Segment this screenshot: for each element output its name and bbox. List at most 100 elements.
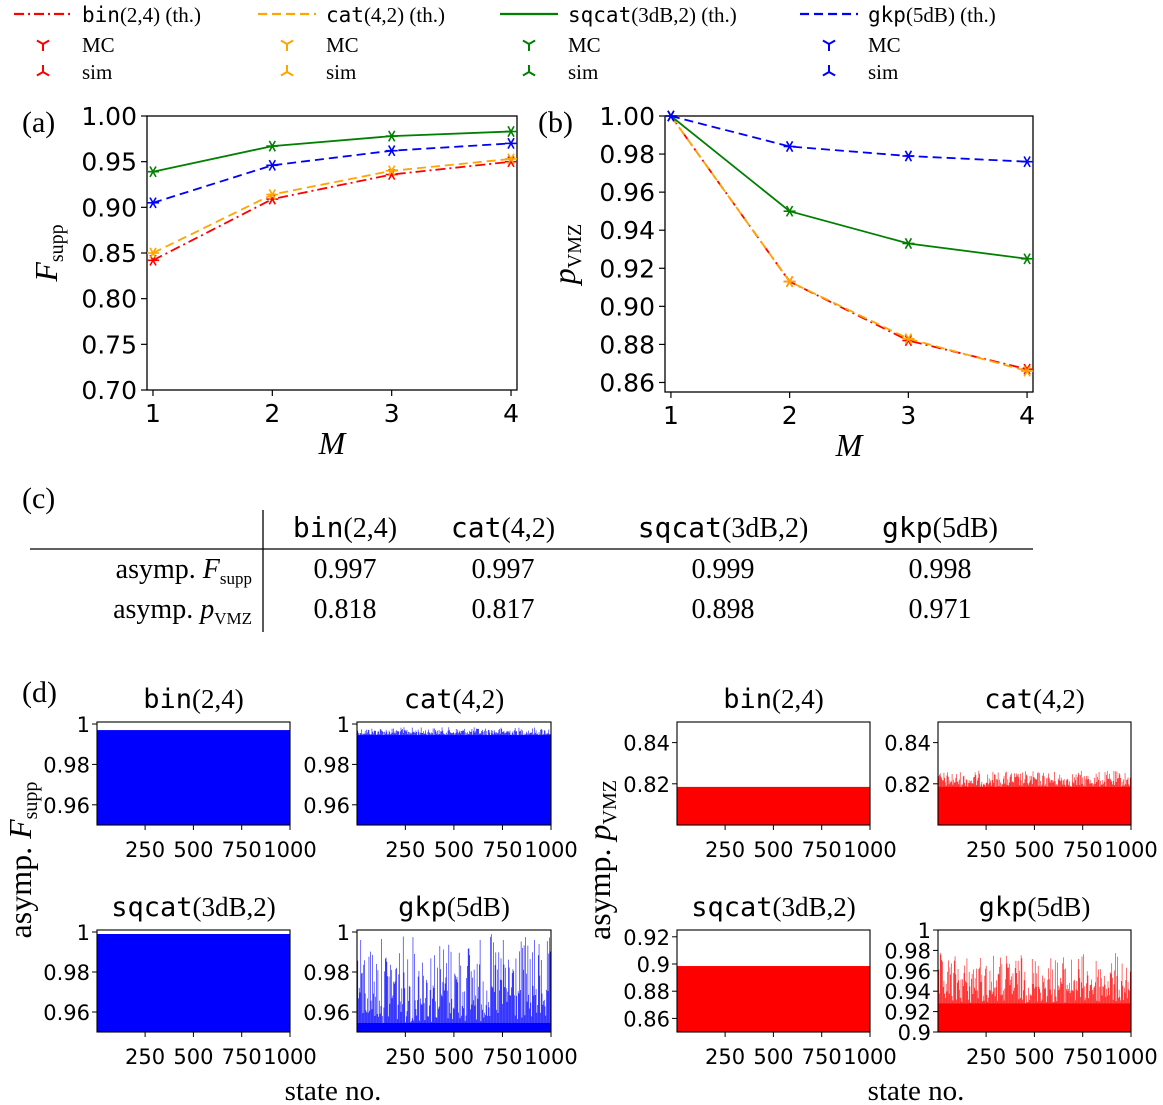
panel-a-label: (a) bbox=[22, 106, 55, 139]
y-tick-label: 0.86 bbox=[599, 368, 655, 397]
series-line-0 bbox=[152, 160, 512, 262]
subplot-title-code: cat bbox=[984, 684, 1033, 715]
data-point-0-0 bbox=[147, 254, 159, 266]
y-tick-label: 0.90 bbox=[81, 193, 137, 222]
x-tick-label: 500 bbox=[173, 1045, 213, 1069]
legend-sim-marker-gkp bbox=[822, 65, 836, 77]
data-point-1-3-arm bbox=[507, 153, 515, 165]
y-tick-label: 0.96 bbox=[599, 178, 655, 207]
y-tick-label: 0.98 bbox=[303, 961, 350, 985]
subplot-title: gkp(5dB) bbox=[979, 892, 1091, 923]
y-axis-label-left-group: asymp. Fsupp bbox=[2, 782, 42, 939]
legend-entry-gkp-rest: (5dB) (th.) bbox=[906, 3, 996, 27]
data-point-1-2-arm bbox=[904, 333, 913, 345]
x-tick-label: 250 bbox=[125, 1045, 165, 1069]
subplot-title: cat(4,2) bbox=[984, 684, 1085, 715]
table-cell: 0.997 bbox=[314, 554, 377, 585]
y-axis-label-left-prefix: asymp. bbox=[2, 839, 38, 939]
subplot-sqcat-fidelity: 0.96 0.98 1 250 500 750 1000 sqcat(3dB,2) bbox=[43, 892, 316, 1069]
legend-sim-marker-cat-arm bbox=[280, 71, 288, 77]
x-tick-label: 750 bbox=[482, 1045, 522, 1069]
table-row-label-1: asymp. pVMZ bbox=[113, 594, 252, 628]
x-tick-label: 3 bbox=[900, 401, 916, 430]
y-axis-label-right-prefix: asymp. bbox=[581, 840, 617, 940]
x-tick-label: 2 bbox=[782, 401, 798, 430]
y-tick-label: 0.98 bbox=[43, 753, 90, 777]
x-tick-label: 1000 bbox=[263, 838, 316, 862]
table-row-label-0-symbol: F bbox=[202, 554, 221, 585]
y-axis-label: pVMZ bbox=[546, 224, 586, 286]
y-tick-label: 1.00 bbox=[599, 102, 655, 131]
subplot-sqcat-pvmz: 0.86 0.88 0.9 0.92 250 500 750 1000 sqcat(3dB,2) bbox=[623, 892, 896, 1069]
legend-sim-marker-sqcat bbox=[522, 65, 536, 77]
y-tick-label: 0.88 bbox=[599, 330, 655, 359]
table-row-label-0-prefix: asymp. bbox=[116, 554, 203, 585]
data-point-3-2-arm bbox=[388, 145, 396, 157]
legend-entry-sqcat-rest: (3dB,2) (th.) bbox=[631, 3, 737, 27]
subplot-title: sqcat(3dB,2) bbox=[691, 892, 856, 923]
subplot-title: bin(2,4) bbox=[723, 684, 824, 715]
legend-sim-marker-gkp-arm bbox=[828, 71, 836, 77]
data-point-2-1-arm bbox=[785, 205, 794, 217]
data-point-1-1 bbox=[266, 188, 279, 201]
x-tick-label: 750 bbox=[1063, 838, 1103, 862]
y-tick-label: 0.88 bbox=[623, 980, 670, 1004]
data-point-3-3-arm bbox=[1023, 156, 1031, 168]
legend-mc-marker-cat-arm bbox=[286, 39, 294, 45]
table-cell: 0.999 bbox=[692, 554, 755, 585]
legend-mc-marker-sqcat-arm bbox=[522, 39, 530, 45]
y-tick-label: 1.00 bbox=[81, 102, 137, 131]
legend-sim-label-cat: sim bbox=[326, 60, 356, 84]
y-tick-label: 0.96 bbox=[303, 794, 350, 818]
table-row-label-1-symbol: p bbox=[198, 594, 214, 625]
y-tick-label: 0.90 bbox=[599, 292, 655, 321]
x-tick-label: 2 bbox=[264, 399, 280, 428]
bar-fill bbox=[97, 730, 290, 825]
subplot-cat-pvmz: 0.82 0.84 250 500 750 1000 cat(4,2) bbox=[884, 684, 1157, 862]
table-header-bin-rest: (2,4) bbox=[343, 513, 397, 544]
y-tick-label: 0.96 bbox=[303, 1001, 350, 1025]
table-header-sqcat-code: sqcat bbox=[638, 511, 722, 544]
data-point-2-3-arm bbox=[507, 125, 515, 138]
series-line-3 bbox=[152, 142, 512, 204]
data-point-2-2-arm bbox=[388, 130, 396, 142]
x-tick-label: 1000 bbox=[1104, 1045, 1157, 1069]
legend-sim-marker-bin bbox=[36, 65, 50, 77]
subplot-title-rest: (3dB,2) bbox=[193, 892, 276, 922]
legend-mc-marker-bin bbox=[36, 39, 50, 51]
data-point-1-0 bbox=[147, 247, 159, 259]
subplot-title-code: cat bbox=[404, 684, 453, 715]
x-tick-label: 1 bbox=[663, 401, 679, 430]
data-point-3-2-arm bbox=[904, 150, 913, 162]
y-tick-label: 0.86 bbox=[623, 1007, 670, 1031]
legend-sim-marker-cat bbox=[280, 65, 294, 77]
y-tick-label: 1 bbox=[337, 921, 350, 945]
y-axis-label-left: asymp. Fsupp bbox=[2, 782, 42, 939]
x-tick-label: 1000 bbox=[524, 1045, 577, 1069]
y-tick-label: 0.9 bbox=[898, 1021, 931, 1045]
x-tick-label: 250 bbox=[385, 838, 425, 862]
data-point-3-0-arm bbox=[149, 197, 157, 209]
subplot-title: bin(2,4) bbox=[143, 684, 244, 715]
y-tick-label: 0.98 bbox=[599, 140, 655, 169]
series-line-1 bbox=[670, 115, 1028, 372]
data-point-2-0 bbox=[147, 166, 159, 178]
data-point-2-2 bbox=[385, 130, 398, 142]
x-tick-label: 500 bbox=[1014, 838, 1054, 862]
legend-mc-label-cat: MC bbox=[326, 33, 359, 57]
y-tick-label: 0.94 bbox=[599, 216, 655, 245]
x-tick-label: 250 bbox=[966, 838, 1006, 862]
bar-strands bbox=[356, 934, 551, 1032]
x-tick-label: 250 bbox=[125, 838, 165, 862]
data-point-1-3-arm bbox=[1023, 365, 1031, 377]
bar-fill bbox=[677, 786, 870, 825]
y-tick-label: 0.80 bbox=[81, 285, 137, 314]
subplot-title-rest: (2,4) bbox=[772, 684, 824, 714]
subplot-title-rest: (4,2) bbox=[1033, 684, 1085, 714]
x-tick-label: 4 bbox=[503, 399, 519, 428]
data-point-1-1 bbox=[783, 276, 796, 288]
table-row-label-1-subscript: VMZ bbox=[214, 609, 252, 628]
y-tick-label: 0.98 bbox=[884, 939, 931, 963]
y-tick-label: 0.9 bbox=[637, 953, 670, 977]
